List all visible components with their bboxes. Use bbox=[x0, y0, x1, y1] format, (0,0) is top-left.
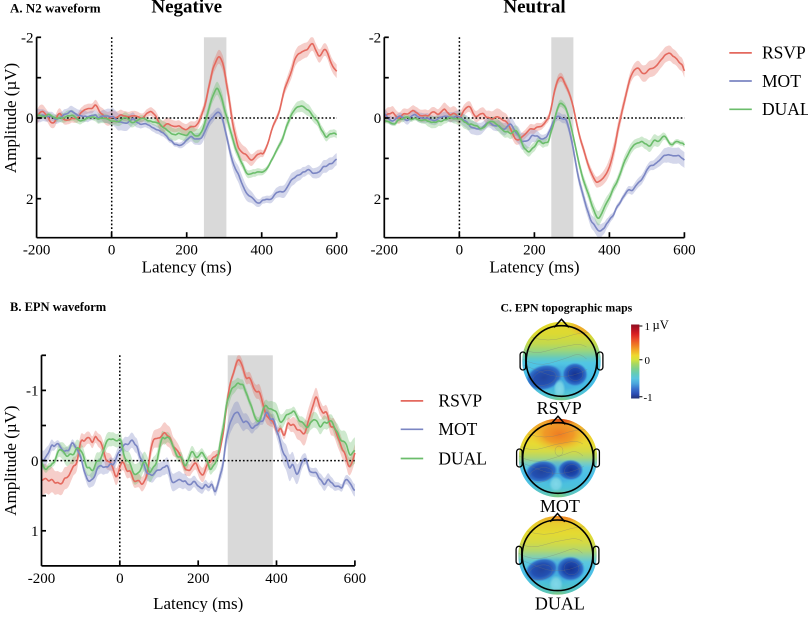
svg-text:Latency (ms): Latency (ms) bbox=[153, 594, 243, 612]
svg-text:200: 200 bbox=[523, 243, 546, 259]
svg-text:C. EPN topographic maps: C. EPN topographic maps bbox=[501, 301, 633, 315]
svg-text:-200: -200 bbox=[28, 571, 56, 587]
svg-text:0: 0 bbox=[374, 111, 382, 127]
svg-text:600: 600 bbox=[325, 243, 348, 259]
svg-text:Amplitude (µV): Amplitude (µV) bbox=[1, 63, 20, 173]
svg-text:Negative: Negative bbox=[151, 0, 222, 17]
svg-text:0: 0 bbox=[26, 111, 34, 127]
svg-text:RSVP: RSVP bbox=[537, 398, 582, 418]
svg-text:400: 400 bbox=[598, 243, 621, 259]
svg-text:MOT: MOT bbox=[540, 496, 580, 516]
svg-text:1: 1 bbox=[31, 524, 39, 540]
svg-text:µV: µV bbox=[653, 318, 669, 332]
svg-text:RSVP: RSVP bbox=[762, 43, 806, 63]
svg-text:2: 2 bbox=[26, 192, 34, 208]
svg-text:-1: -1 bbox=[26, 384, 39, 400]
svg-text:A. N2 waveform: A. N2 waveform bbox=[10, 1, 101, 16]
svg-text:DUAL: DUAL bbox=[438, 448, 487, 468]
svg-text:Amplitude (µV): Amplitude (µV) bbox=[1, 405, 20, 515]
svg-text:200: 200 bbox=[187, 571, 210, 587]
svg-text:400: 400 bbox=[250, 243, 273, 259]
svg-text:DUAL: DUAL bbox=[762, 99, 808, 119]
svg-text:200: 200 bbox=[175, 243, 198, 259]
svg-text:600: 600 bbox=[673, 243, 696, 259]
svg-text:2: 2 bbox=[374, 192, 382, 208]
svg-text:0: 0 bbox=[31, 454, 39, 470]
svg-text:0: 0 bbox=[108, 243, 116, 259]
svg-text:0: 0 bbox=[116, 571, 124, 587]
svg-text:Latency (ms): Latency (ms) bbox=[489, 258, 579, 277]
svg-text:MOT: MOT bbox=[762, 71, 801, 91]
svg-text:-2: -2 bbox=[21, 31, 34, 47]
svg-text:1: 1 bbox=[645, 321, 651, 333]
svg-text:-200: -200 bbox=[371, 243, 399, 259]
svg-text:600: 600 bbox=[344, 571, 367, 587]
svg-text:-200: -200 bbox=[23, 243, 51, 259]
svg-text:-2: -2 bbox=[369, 31, 382, 47]
svg-text:0: 0 bbox=[456, 243, 464, 259]
svg-text:Latency (ms): Latency (ms) bbox=[142, 258, 232, 277]
svg-text:Neutral: Neutral bbox=[503, 0, 565, 17]
svg-text:B. EPN waveform: B. EPN waveform bbox=[10, 300, 107, 314]
svg-text:400: 400 bbox=[265, 571, 288, 587]
svg-text:0: 0 bbox=[645, 355, 651, 367]
svg-text:-1: -1 bbox=[644, 392, 653, 404]
svg-text:DUAL: DUAL bbox=[535, 594, 585, 613]
svg-text:MOT: MOT bbox=[438, 419, 477, 439]
svg-text:RSVP: RSVP bbox=[438, 391, 482, 411]
